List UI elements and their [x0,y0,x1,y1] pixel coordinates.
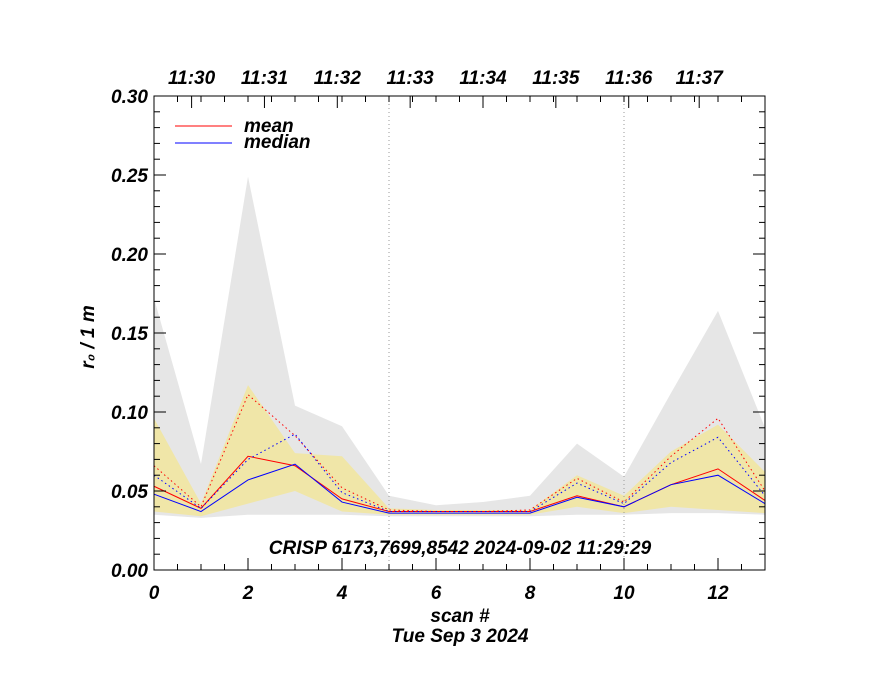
legend: mean median [175,116,311,153]
top-time-label: 11:35 [532,68,580,89]
axis-ticks [153,95,766,571]
series-lines [153,393,766,514]
reference-lines [388,96,625,570]
x-tick-label: 10 [613,583,635,604]
tick-labels: 0.00 0.05 0.10 0.15 0.20 0.25 0.30 0 2 4 6 8 10 12 11:… [111,68,729,604]
legend-label-mean: mean [244,116,294,137]
top-time-label: 11:32 [314,68,362,89]
x-tick-label: 8 [525,583,536,604]
chart-annotation: CRISP 6173,7699,8542 2024-09-02 11:29:29 [269,538,652,559]
series-line-median [153,463,766,514]
y-tick-label: 0.00 [111,561,148,582]
top-time-label: 11:36 [605,68,653,89]
inner-percentile-band [154,385,765,517]
x-tick-label: 2 [242,583,254,604]
top-time-label: 11:31 [241,68,288,89]
outer-percentile-band [154,176,765,518]
series-line-dotted-2 [153,393,766,513]
top-time-label: 11:37 [676,68,725,89]
y-tick-label: 0.25 [111,166,148,187]
y-axis-label: r₀ / 1 m [78,305,99,369]
series-line-dotted-3 [153,433,766,513]
y-tick-label: 0.30 [111,87,148,108]
x-tick-label: 6 [431,583,442,604]
y-tick-label: 0.05 [111,482,148,503]
y-tick-label: 0.10 [111,403,148,424]
x-tick-label: 4 [336,583,348,604]
x-tick-label: 12 [707,583,729,604]
top-time-label: 11:34 [459,68,507,89]
percentile-bands [154,176,765,518]
x-tick-label: 0 [149,583,160,604]
top-time-label: 11:30 [168,68,216,89]
top-time-label: 11:33 [387,68,435,89]
y-tick-label: 0.20 [111,245,148,266]
legend-label-median: median [244,132,311,153]
y-tick-label: 0.15 [111,324,148,345]
x-axis-label: scan # [430,606,490,627]
x-axis-date-label: Tue Sep 3 2024 [392,626,529,647]
